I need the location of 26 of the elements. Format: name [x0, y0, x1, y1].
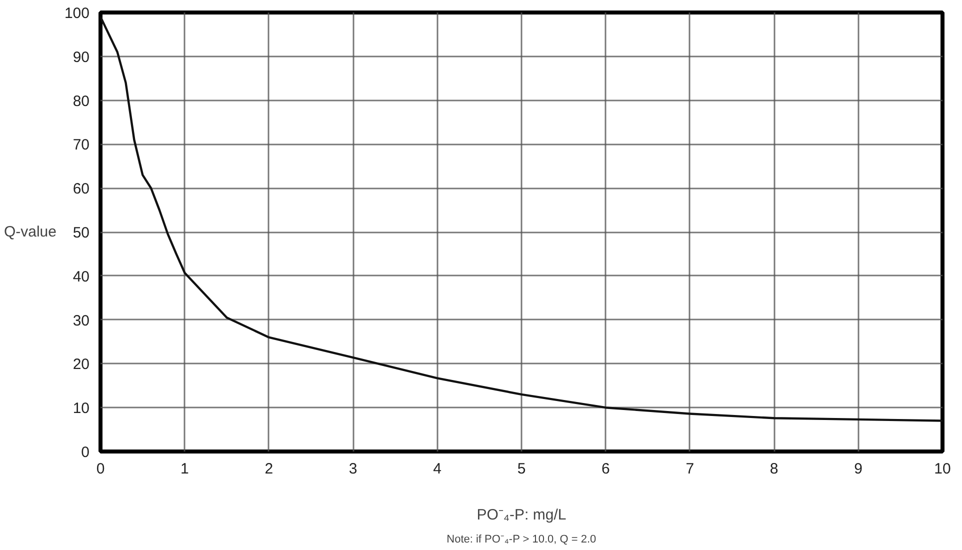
x-axis-title: PO⁻₄-P: mg/L	[476, 506, 566, 524]
x-tick-label: 6	[602, 460, 610, 478]
y-tick-label: 40	[72, 268, 90, 286]
x-tick-label: 2	[264, 460, 274, 478]
x-tick-label: 5	[517, 460, 526, 478]
x-tick-label: 4	[433, 460, 442, 478]
y-tick-label: 70	[72, 136, 90, 154]
y-tick-label: 10	[72, 400, 90, 418]
y-tick-label: 50	[72, 224, 90, 242]
y-tick-label: 100	[64, 5, 90, 22]
y-axis-title: Q-value	[4, 224, 56, 240]
y-tick-label: 0	[81, 444, 90, 461]
x-tick-label: 7	[686, 460, 694, 478]
y-tick-label: 80	[72, 92, 90, 110]
line-series	[100, 16, 942, 422]
y-tick-label: 60	[72, 180, 90, 198]
text: Note: if PO⁻₄-P > 10.0, Q = 2.0	[446, 534, 596, 546]
y-tick-label: 20	[72, 356, 90, 374]
x-tick-label: 10	[934, 460, 951, 478]
y-tick-label: 90	[72, 48, 90, 66]
x-tick-label: 0	[96, 460, 105, 478]
x-tick-label: 1	[180, 460, 189, 478]
y-tick-label: 30	[72, 312, 90, 330]
x-tick-label: 3	[348, 460, 358, 478]
x-tick-label: 9	[854, 460, 862, 478]
x-tick-label: 8	[770, 460, 778, 478]
